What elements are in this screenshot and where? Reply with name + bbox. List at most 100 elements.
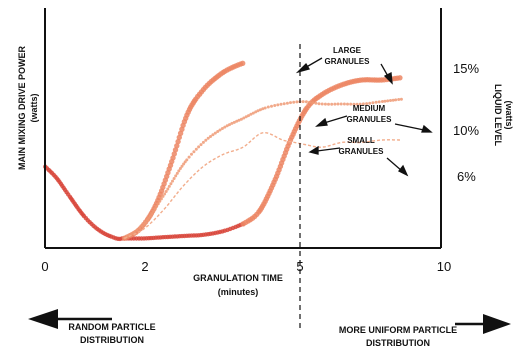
- series-point-medium: [138, 226, 142, 230]
- series-point-medium: [323, 102, 327, 106]
- series-point-medium: [261, 107, 265, 111]
- series-point-medium: [311, 101, 315, 105]
- x-axis-subtitle: (minutes): [218, 287, 259, 297]
- series-point-medium: [230, 121, 234, 125]
- curves-layer: [43, 60, 403, 242]
- series-point-medium: [237, 118, 241, 122]
- series-point-medium: [276, 103, 280, 107]
- series-point-medium: [371, 101, 375, 105]
- annotation-small-line1: SMALL: [347, 136, 375, 145]
- bottom-left-line1: RANDOM PARTICLE: [68, 322, 155, 332]
- series-line-small: [123, 132, 402, 240]
- series-point-medium: [187, 155, 191, 159]
- right-arrow: [455, 314, 511, 334]
- left-arrow: [28, 309, 112, 329]
- series-point-medium: [209, 135, 212, 138]
- series-point-medium: [386, 99, 390, 103]
- series-point-large-early: [175, 138, 181, 145]
- series-point-medium: [223, 125, 227, 129]
- series-point-medium: [330, 102, 334, 106]
- series-point-medium: [218, 128, 222, 132]
- series-point-medium: [159, 197, 163, 201]
- y-axis-subtitle: (watts): [29, 93, 39, 122]
- bottom-right-line2: DISTRIBUTION: [366, 338, 430, 348]
- y2-tick-label: 6%: [457, 169, 476, 184]
- series-point-medium: [199, 143, 203, 147]
- series-point-medium: [365, 102, 369, 106]
- series-point-medium: [147, 216, 151, 220]
- series-point-medium: [361, 102, 365, 106]
- series-point-medium: [190, 152, 193, 156]
- series-point-medium: [171, 179, 174, 183]
- series-point-medium: [130, 232, 133, 236]
- series-point-medium: [263, 106, 267, 110]
- series-point-medium: [304, 100, 308, 104]
- series-point-medium: [169, 182, 173, 186]
- series-point-medium: [249, 112, 253, 116]
- series-point-medium: [232, 120, 236, 124]
- series-point-medium: [235, 119, 239, 123]
- series-point-medium: [206, 136, 210, 140]
- series-point-medium: [228, 123, 231, 127]
- annotation-arrows: [295, 57, 433, 177]
- x-tick-label: 10: [437, 259, 451, 274]
- series-point-medium: [150, 212, 154, 216]
- series-point-medium: [145, 218, 149, 222]
- series-point-medium: [220, 127, 224, 130]
- series-point-medium: [180, 164, 184, 168]
- series-point-medium: [282, 102, 286, 106]
- series-point-medium: [244, 115, 248, 119]
- series-point-medium: [266, 105, 270, 109]
- y2-tick-label: 15%: [453, 61, 479, 76]
- series-point-medium: [152, 209, 155, 213]
- series-point-medium: [339, 102, 343, 106]
- series-point-medium: [182, 162, 186, 166]
- series-point-medium: [216, 130, 220, 133]
- series-point-medium: [204, 138, 208, 142]
- series-point-medium: [292, 100, 296, 104]
- series-point-medium: [383, 99, 387, 103]
- series-point-medium: [358, 102, 362, 106]
- series-point-medium: [201, 140, 205, 144]
- series-point-medium: [374, 100, 378, 104]
- series-point-medium: [397, 98, 401, 101]
- series-point-large-late: [397, 75, 403, 81]
- series-point-large-early: [176, 134, 182, 141]
- series-point-medium: [394, 98, 398, 102]
- y2-axis-subtitle: (watts): [504, 101, 514, 130]
- series-point-medium: [380, 100, 384, 103]
- series-point-medium: [349, 102, 353, 106]
- series-point-medium: [153, 207, 157, 211]
- y2-axis-title: LIQUID LEVEL: [493, 84, 503, 147]
- series-point-medium: [336, 102, 340, 106]
- series-point-medium: [389, 99, 392, 102]
- series-point-medium: [166, 187, 170, 191]
- series-point-medium: [355, 102, 359, 106]
- series-point-large-early: [174, 143, 180, 149]
- series-point-medium: [178, 167, 182, 170]
- series-point-medium: [391, 98, 395, 102]
- series-point-medium: [247, 114, 250, 118]
- series-point-medium: [132, 230, 136, 234]
- series-point-medium: [167, 184, 171, 188]
- series-point-medium: [295, 100, 299, 104]
- series-point-medium: [270, 104, 273, 108]
- bottom-left-line2: DISTRIBUTION: [80, 335, 144, 345]
- series-point-medium: [301, 100, 305, 104]
- bottom-right-line1: MORE UNIFORM PARTICLE: [339, 325, 457, 335]
- series-point-medium: [399, 97, 403, 101]
- series-point-large-early: [240, 60, 246, 66]
- y-axis-title: MAIN MIXING DRIVE POWER: [17, 46, 27, 171]
- series-point-medium: [327, 102, 330, 106]
- series-point-medium: [158, 199, 162, 203]
- series-point-medium: [156, 202, 160, 206]
- series-point-medium: [242, 116, 246, 120]
- series-point-medium: [213, 131, 217, 135]
- x-axis-title: GRANULATION TIME: [193, 273, 283, 283]
- series-point-medium: [273, 104, 277, 107]
- annotation-medium-line2: GRANULES: [347, 115, 393, 124]
- series-point-medium: [314, 101, 318, 105]
- series-point-medium: [164, 190, 168, 193]
- annotation-large-line2: GRANULES: [325, 57, 371, 66]
